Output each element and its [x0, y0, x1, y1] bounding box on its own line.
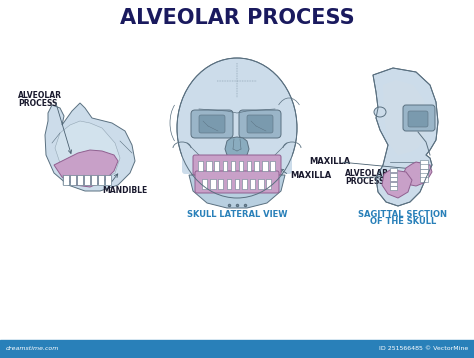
Ellipse shape [177, 58, 297, 198]
Text: ALVEOLAR PROCESS: ALVEOLAR PROCESS [120, 8, 354, 28]
Polygon shape [54, 150, 118, 187]
Polygon shape [91, 175, 97, 185]
Ellipse shape [374, 107, 386, 117]
Polygon shape [258, 179, 264, 189]
Polygon shape [189, 175, 285, 208]
Polygon shape [402, 162, 432, 186]
FancyBboxPatch shape [408, 111, 428, 127]
Polygon shape [420, 177, 428, 182]
Polygon shape [55, 121, 120, 181]
Polygon shape [227, 179, 231, 189]
Polygon shape [373, 68, 438, 206]
Polygon shape [420, 169, 428, 174]
FancyBboxPatch shape [247, 115, 273, 133]
Polygon shape [210, 179, 216, 189]
Polygon shape [390, 182, 397, 185]
Polygon shape [77, 175, 83, 185]
FancyBboxPatch shape [199, 115, 225, 133]
Polygon shape [390, 168, 397, 172]
Polygon shape [243, 179, 247, 189]
FancyBboxPatch shape [403, 105, 435, 131]
Polygon shape [271, 161, 275, 171]
Text: SAGITTAL SECTION: SAGITTAL SECTION [358, 210, 447, 219]
Bar [0, 340, 474, 358]
Polygon shape [215, 161, 219, 171]
Polygon shape [206, 161, 212, 171]
Polygon shape [225, 137, 249, 161]
Text: PROCESS: PROCESS [345, 178, 384, 187]
Polygon shape [223, 161, 227, 171]
Polygon shape [239, 161, 243, 171]
Polygon shape [420, 160, 428, 165]
Polygon shape [219, 179, 224, 189]
Polygon shape [98, 175, 104, 185]
Polygon shape [262, 161, 268, 171]
Text: ALVEOLAR: ALVEOLAR [18, 92, 62, 101]
Polygon shape [235, 179, 239, 189]
Polygon shape [266, 179, 272, 189]
Polygon shape [202, 179, 208, 189]
FancyBboxPatch shape [191, 110, 233, 138]
Polygon shape [390, 186, 397, 190]
Polygon shape [45, 103, 135, 191]
Polygon shape [70, 175, 76, 185]
Polygon shape [105, 175, 111, 185]
Polygon shape [420, 173, 428, 178]
Polygon shape [199, 161, 203, 171]
Polygon shape [231, 161, 235, 171]
Polygon shape [255, 161, 259, 171]
FancyBboxPatch shape [193, 155, 281, 175]
Text: dreamstime.com: dreamstime.com [6, 347, 59, 352]
Text: MAXILLA: MAXILLA [290, 171, 331, 180]
Polygon shape [63, 175, 69, 185]
Text: OF THE SKULL: OF THE SKULL [370, 217, 436, 226]
FancyBboxPatch shape [195, 171, 279, 193]
Polygon shape [250, 179, 255, 189]
Polygon shape [390, 177, 397, 181]
Text: ID 251566485 © VectorMine: ID 251566485 © VectorMine [379, 347, 468, 352]
FancyBboxPatch shape [182, 116, 292, 174]
Text: SKULL LATERAL VIEW: SKULL LATERAL VIEW [187, 210, 287, 219]
Text: MANDIBLE: MANDIBLE [102, 186, 147, 195]
Polygon shape [383, 80, 426, 155]
Text: PROCESS: PROCESS [18, 98, 57, 107]
Polygon shape [382, 170, 412, 198]
Polygon shape [84, 175, 90, 185]
Text: ALVEOLAR: ALVEOLAR [345, 169, 389, 179]
Text: MAXILLA: MAXILLA [309, 158, 350, 166]
Polygon shape [247, 161, 251, 171]
Polygon shape [420, 164, 428, 169]
Polygon shape [390, 173, 397, 176]
FancyBboxPatch shape [239, 110, 281, 138]
